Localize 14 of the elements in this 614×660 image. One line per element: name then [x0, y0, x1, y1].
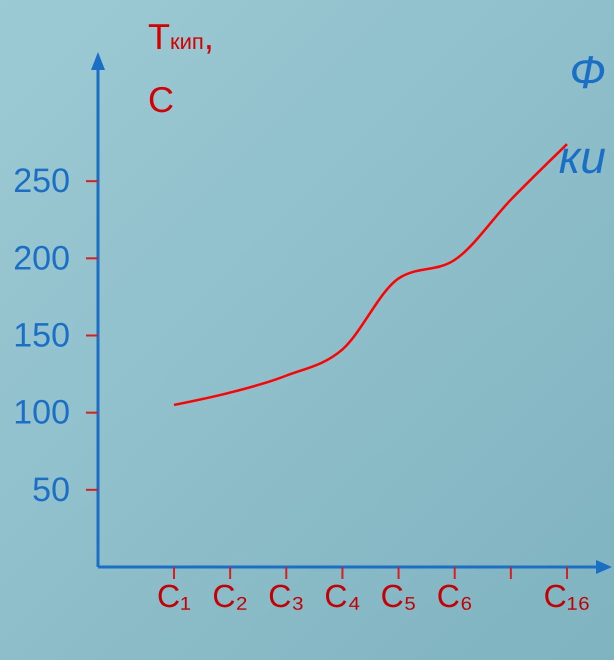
y-tick-label: 250: [13, 162, 70, 200]
text: Ф: [569, 45, 606, 99]
x-tick-label: C₁₆: [544, 578, 590, 614]
y-tick-label: 50: [32, 470, 70, 509]
y-tick-label: 100: [13, 394, 70, 432]
x-tick-label: C₆: [436, 578, 473, 614]
y-tick-label: 150: [13, 316, 70, 354]
x-tick-label: C₄: [324, 578, 361, 614]
x-tick-label: C₅: [380, 578, 417, 614]
x-tick-label: C₂: [212, 578, 248, 614]
x-tick-label: C₃: [268, 578, 304, 614]
y-tick-label: 200: [13, 239, 70, 278]
annotation: ки: [558, 130, 606, 184]
x-tick-label: C₁: [157, 578, 191, 614]
